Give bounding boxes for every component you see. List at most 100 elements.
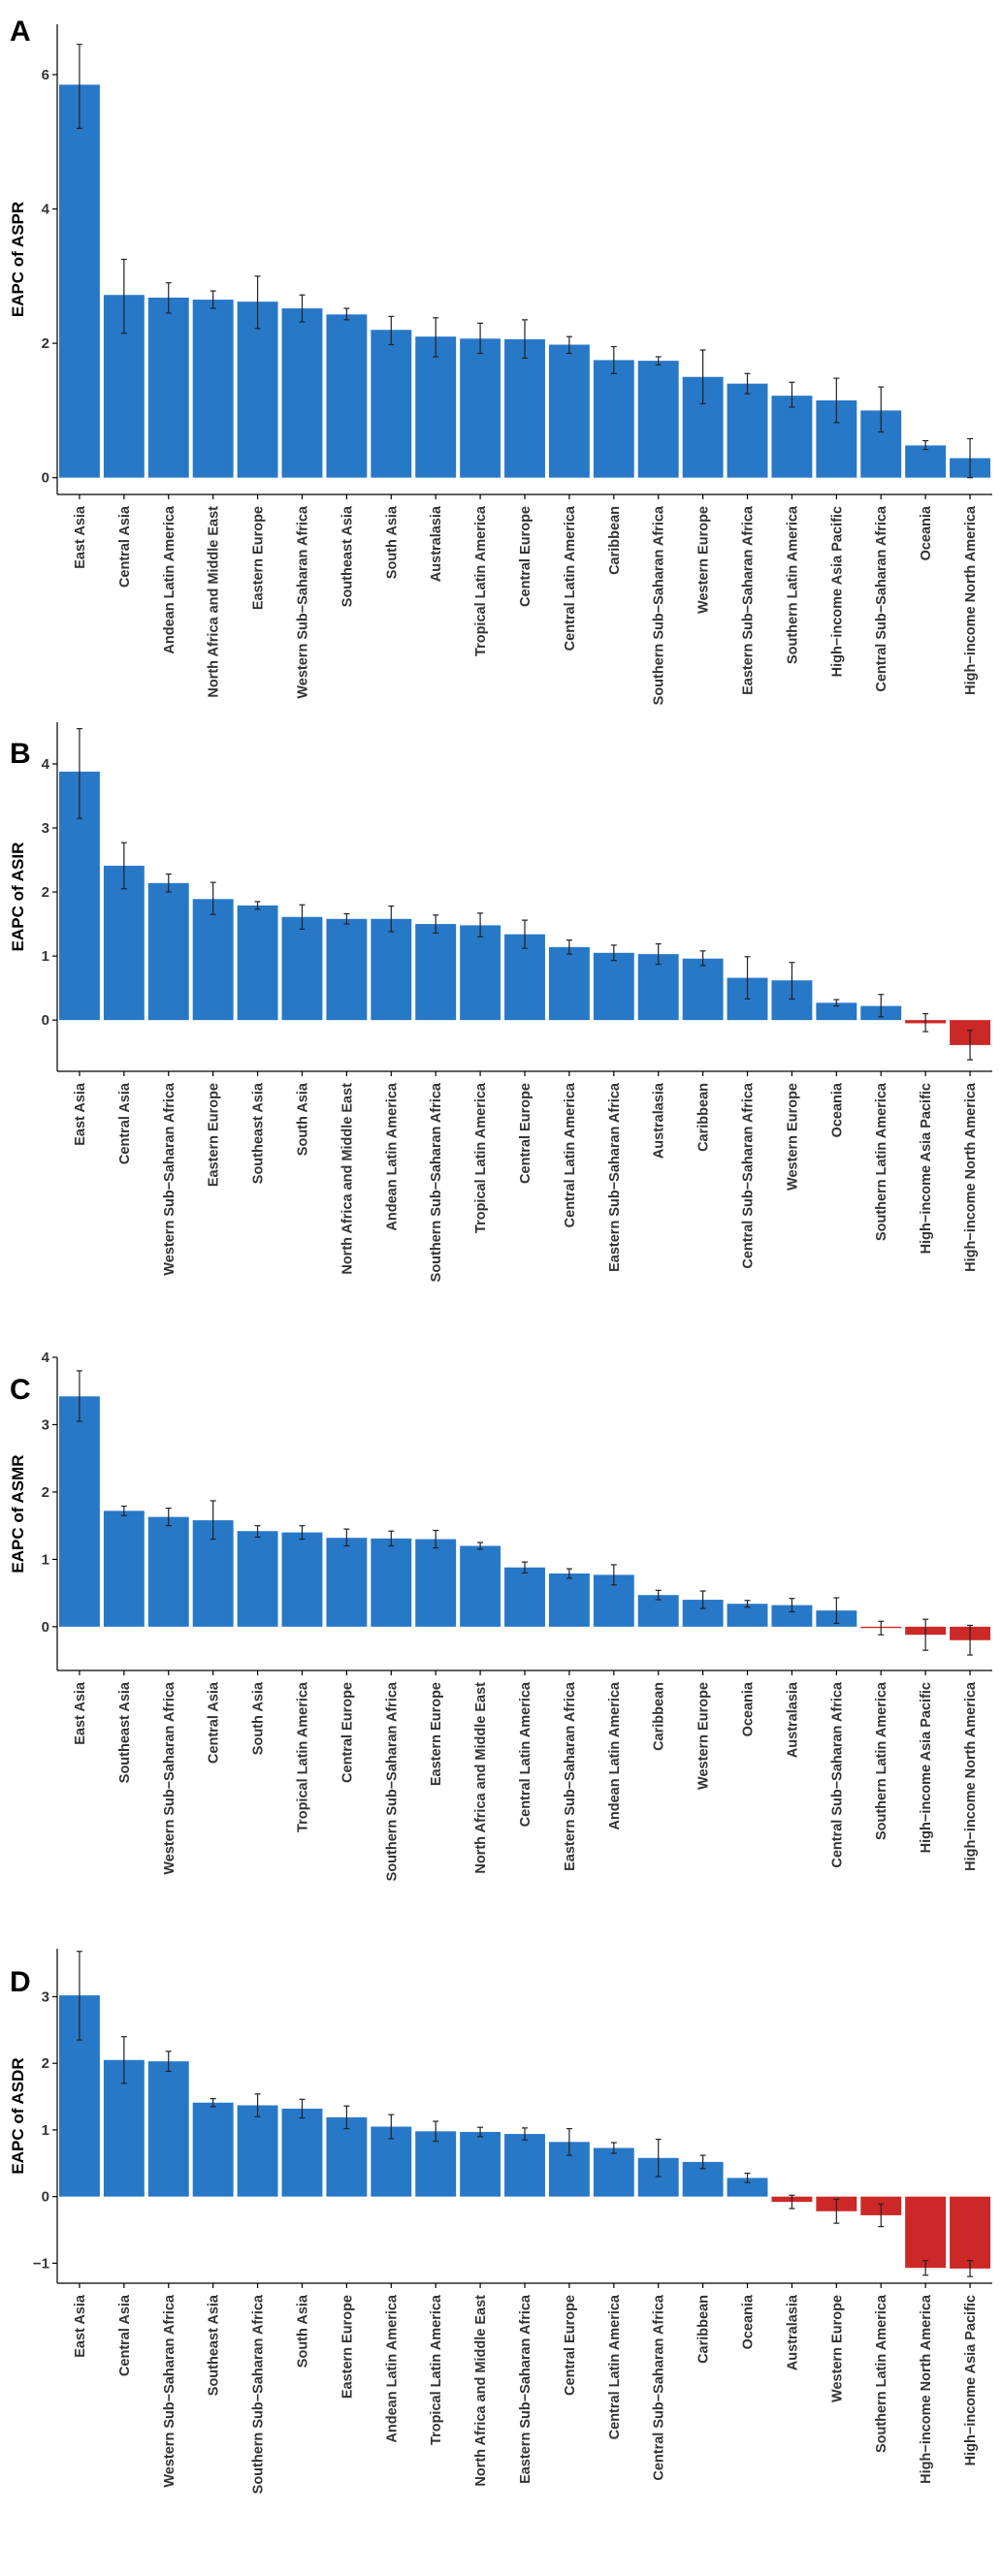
y-tick-label: 4 [42, 756, 50, 773]
x-tick-label: Central Latin America [563, 505, 578, 651]
y-tick-label: 0 [42, 2189, 49, 2206]
x-tick-label: Central Asia [117, 2294, 133, 2376]
panel-label: B [10, 738, 31, 770]
bar [950, 2196, 990, 2269]
x-tick-label: Eastern Europe [429, 1682, 444, 1786]
y-tick-label: 2 [42, 884, 49, 901]
x-tick-label: Western Europe [696, 506, 712, 614]
y-tick-label: 1 [42, 1551, 49, 1568]
x-tick-label: Eastern Sub−Saharan Africa [518, 2294, 533, 2484]
x-tick-label: Central Sub−Saharan Africa [874, 505, 889, 692]
x-tick-label: Oceania [741, 2294, 757, 2349]
bar [415, 336, 457, 478]
x-tick-label: South Asia [384, 505, 400, 579]
x-tick-label: North Africa and Middle East [339, 1083, 355, 1275]
y-axis-title: EAPC of ASIR [9, 843, 27, 952]
bar [905, 2196, 947, 2269]
x-tick-label: Central Latin America [563, 1082, 578, 1227]
bar [59, 1396, 100, 1627]
x-tick-label: Tropical Latin America [473, 1082, 489, 1233]
x-tick-label: Southern Latin America [785, 505, 800, 664]
x-tick-label: Tropical Latin America [429, 2294, 444, 2445]
x-tick-label: Western Europe [696, 1682, 712, 1790]
bar [415, 924, 457, 1021]
bar [593, 2147, 634, 2197]
bar [103, 1511, 145, 1627]
x-tick-label: Southern Sub−Saharan Africa [652, 505, 667, 705]
x-tick-label: Southern Latin America [874, 1681, 889, 1840]
bar [59, 84, 100, 478]
x-tick-label: Southeast Asia [207, 2294, 222, 2396]
x-tick-label: East Asia [73, 505, 88, 569]
bar [771, 396, 813, 478]
x-tick-label: Andean Latin America [162, 505, 178, 653]
y-tick-label: 0 [42, 470, 49, 487]
x-tick-label: Central Sub−Saharan Africa [829, 1681, 845, 1868]
x-tick-label: Caribbean [607, 506, 623, 575]
bar [192, 300, 234, 478]
bar [593, 952, 634, 1021]
y-tick-label: 0 [42, 1619, 49, 1636]
x-tick-label: Central Asia [117, 505, 133, 588]
x-tick-label: High−income Asia Pacific [919, 1682, 934, 1853]
y-axis-title: EAPC of ASMR [9, 1454, 27, 1573]
bar [147, 297, 189, 478]
bar [415, 2131, 457, 2197]
x-tick-label: East Asia [73, 2294, 88, 2358]
x-tick-label: South Asia [295, 2294, 310, 2368]
x-tick-label: Central Latin America [607, 2294, 623, 2439]
bar [905, 445, 947, 478]
x-tick-label: Western Europe [829, 2295, 845, 2402]
y-axis-title: EAPC of ASPR [9, 202, 27, 317]
x-tick-label: Southern Sub−Saharan Africa [429, 1082, 444, 1282]
x-tick-label: South Asia [295, 1082, 310, 1156]
x-tick-label: Oceania [829, 1082, 845, 1137]
bar [147, 1516, 189, 1627]
x-tick-label: Central Europe [563, 2295, 578, 2396]
x-tick-label: Eastern Sub−Saharan Africa [741, 505, 757, 695]
x-tick-label: Southern Latin America [874, 1082, 889, 1241]
x-tick-label: Central Europe [518, 1083, 533, 1184]
x-tick-label: Western Sub−Saharan Africa [162, 1082, 178, 1276]
bar [281, 308, 323, 478]
bar [548, 946, 590, 1021]
x-tick-label: Southern Sub−Saharan Africa [384, 1681, 400, 1881]
x-tick-label: Central Latin America [518, 1681, 533, 1827]
bar [637, 361, 679, 478]
x-tick-label: Eastern Europe [251, 506, 267, 610]
x-tick-label: Southern Sub−Saharan Africa [251, 2294, 267, 2494]
x-tick-label: North Africa and Middle East [473, 2295, 489, 2487]
bar [548, 1573, 590, 1627]
bar [371, 1538, 412, 1627]
x-tick-label: Western Europe [785, 1083, 800, 1191]
x-tick-label: East Asia [73, 1681, 88, 1745]
y-tick-label: 4 [42, 1350, 50, 1366]
bar [192, 2102, 234, 2197]
x-tick-label: Oceania [741, 1681, 757, 1736]
y-tick-label: 3 [42, 1988, 49, 2005]
x-tick-label: High−income North America [919, 2294, 934, 2484]
x-tick-label: North Africa and Middle East [207, 506, 222, 698]
bar [727, 383, 768, 478]
x-tick-label: High−income Asia Pacific [829, 506, 845, 677]
bar [237, 2105, 278, 2197]
x-tick-label: Central Europe [518, 506, 533, 607]
x-tick-label: High−income North America [963, 1082, 979, 1272]
y-axis-title: EAPC of ASDR [9, 2057, 27, 2174]
bar [415, 1539, 457, 1627]
x-tick-label: Eastern Sub−Saharan Africa [563, 1681, 578, 1871]
y-tick-label: 1 [42, 948, 49, 965]
panel-label: C [10, 1374, 31, 1406]
x-tick-label: South Asia [251, 1681, 267, 1755]
x-tick-label: Southern Latin America [874, 2294, 889, 2453]
y-tick-label: 2 [42, 1484, 49, 1501]
x-tick-label: Western Sub−Saharan Africa [295, 505, 310, 699]
bar [637, 954, 679, 1021]
x-tick-label: East Asia [73, 1082, 88, 1146]
x-tick-label: Central Sub−Saharan Africa [741, 1082, 757, 1269]
x-tick-label: Central Asia [117, 1082, 133, 1164]
y-tick-label: 6 [42, 67, 49, 83]
x-tick-label: Eastern Europe [207, 1083, 222, 1187]
bar [371, 918, 412, 1021]
bar [192, 899, 234, 1021]
